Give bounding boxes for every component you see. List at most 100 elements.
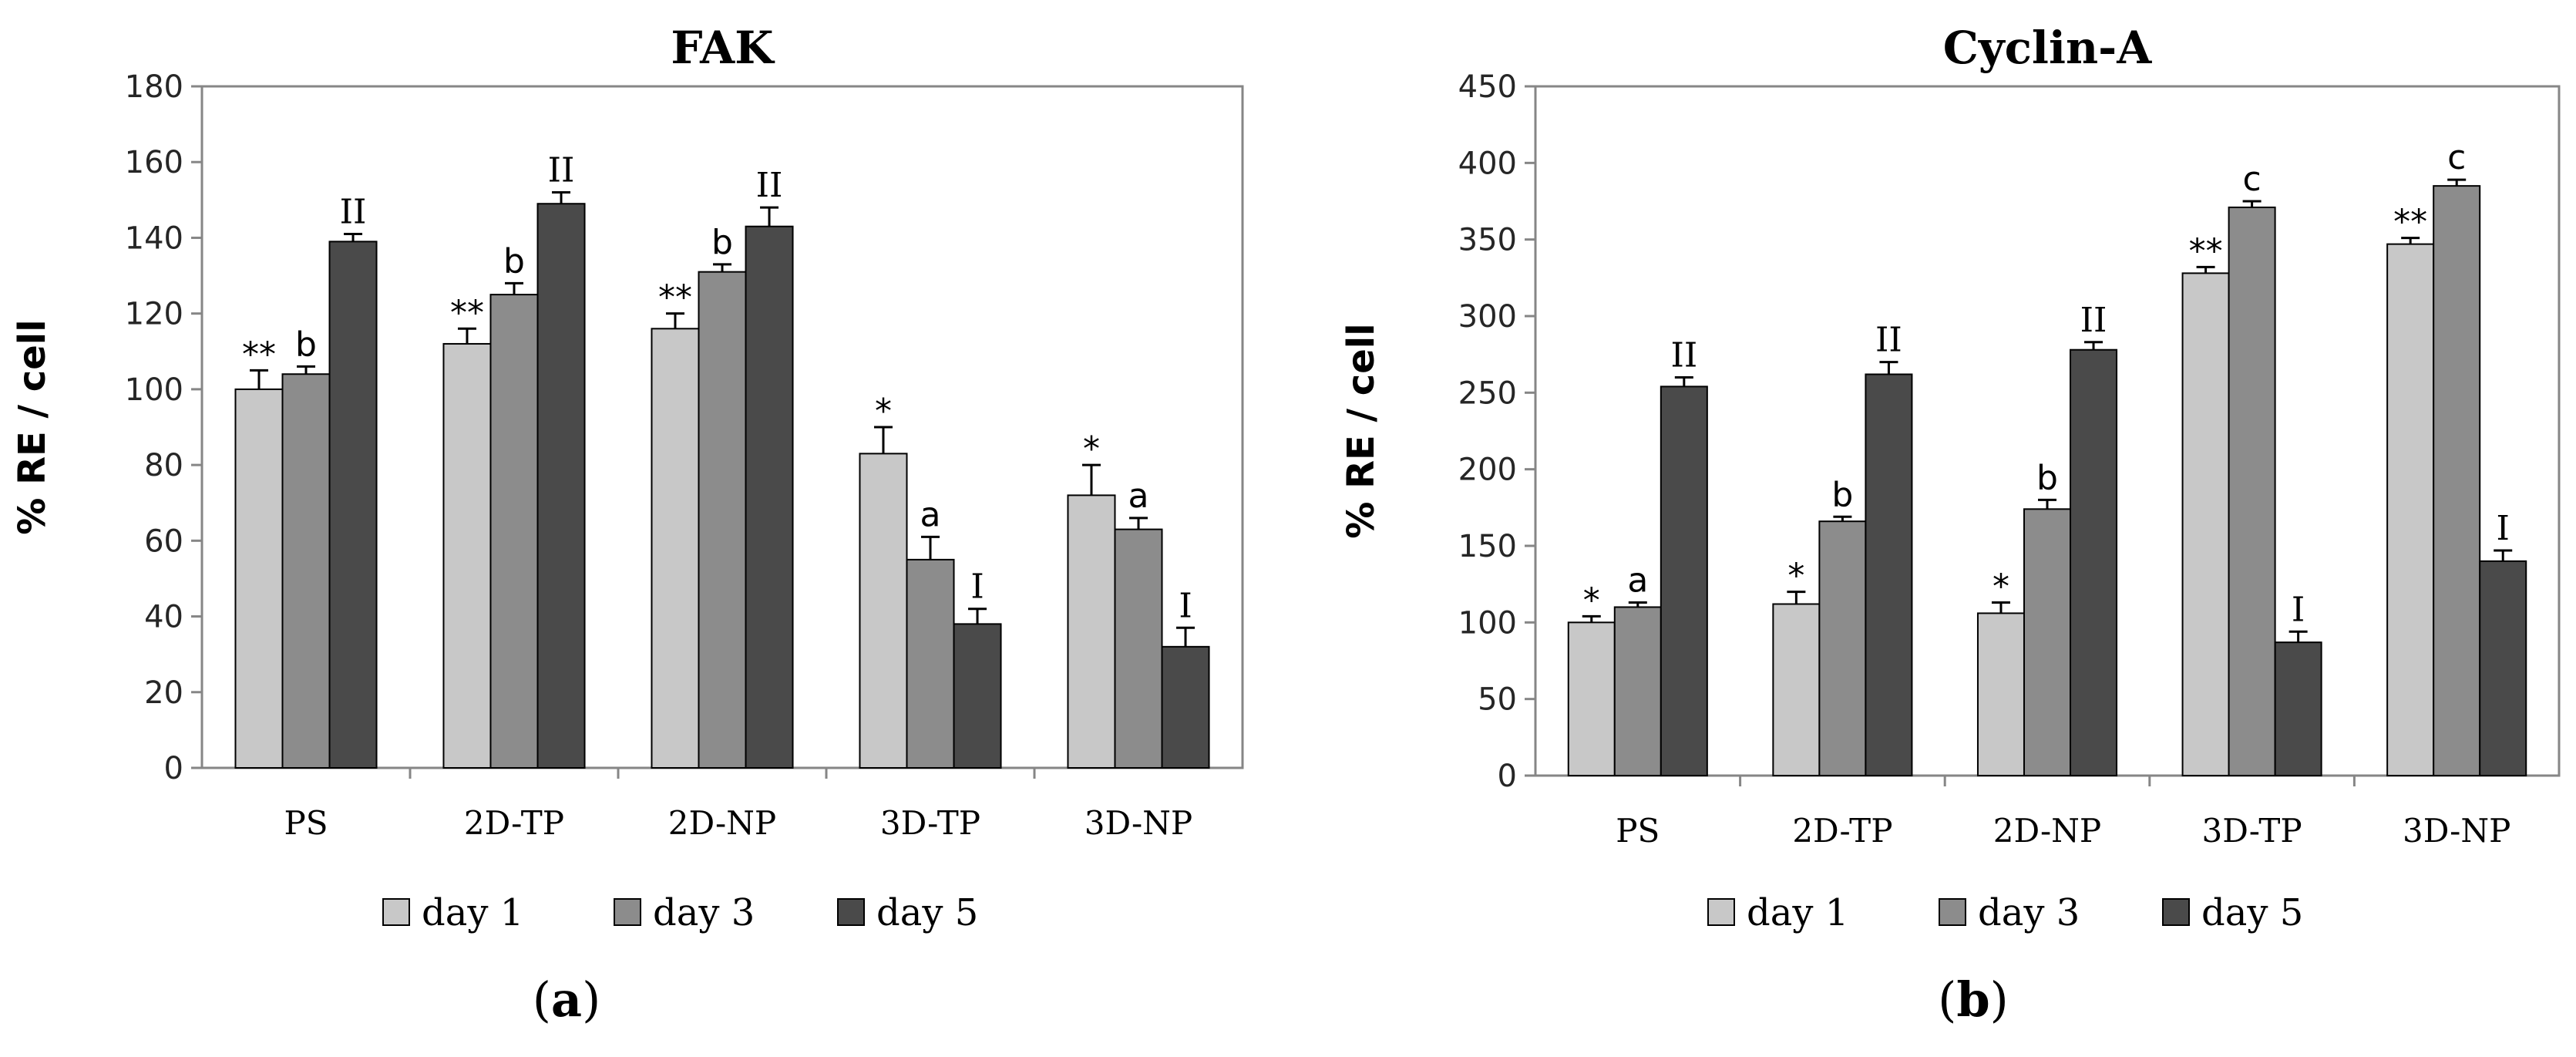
legend-swatch-day3 xyxy=(614,898,641,926)
y-tick-label: 0 xyxy=(164,751,183,786)
significance-label: II xyxy=(1875,321,1902,360)
bar-day3-2d-tp xyxy=(1818,520,1867,776)
chart-0: FAK % RE / cell 0 20 40 60 80 100 120 140 160 180 PS… xyxy=(11,22,1244,1028)
y-tick-label: 120 xyxy=(125,297,183,332)
panel-letter: a xyxy=(551,971,582,1028)
y-tick-label: 40 xyxy=(144,600,183,635)
bar-day5-ps xyxy=(1660,385,1708,776)
bar-day5-3d-tp xyxy=(2274,641,2322,776)
x-tick-label: 3D-NP xyxy=(2403,812,2510,850)
y-tick-label: 140 xyxy=(125,220,183,256)
significance-label: ** xyxy=(2189,231,2223,271)
significance-label: I xyxy=(2497,509,2510,548)
bar-day3-2d-np xyxy=(698,271,747,769)
bar-day5-3d-np xyxy=(1161,645,1210,769)
x-tick-label: 2D-NP xyxy=(1993,812,2101,850)
bar-day1-3d-np xyxy=(2386,243,2435,777)
y-tick-label: 100 xyxy=(1458,605,1517,641)
legend-swatch-day3 xyxy=(1939,898,1966,926)
legend: day 1 day 3 day 5 xyxy=(1707,891,2303,934)
y-tick-label: 450 xyxy=(1458,69,1517,105)
y-tick-label: 300 xyxy=(1458,299,1517,335)
y-tick-label: 80 xyxy=(144,448,183,483)
chart-title: FAK xyxy=(671,22,775,74)
x-tick-label: PS xyxy=(284,804,328,842)
chart-1: Cyclin-A % RE / cell 0 50 100 150 200 250 300 350… xyxy=(1340,22,2561,1028)
bar-day3-2d-np xyxy=(2023,508,2072,776)
x-tick-label: 3D-NP xyxy=(1085,804,1192,842)
bar-day3-3d-np xyxy=(1114,528,1163,769)
significance-label: b xyxy=(1831,475,1853,514)
significance-label: I xyxy=(2292,590,2305,629)
y-tick-label: 400 xyxy=(1458,146,1517,181)
bar-day5-2d-tp xyxy=(1865,373,1913,776)
bar-day1-2d-np xyxy=(651,328,700,769)
bar-day1-2d-tp xyxy=(1772,603,1821,777)
y-tick-label: 150 xyxy=(1458,529,1517,564)
y-tick-label: 20 xyxy=(144,675,183,711)
significance-label: a xyxy=(1128,476,1149,516)
significance-label: ** xyxy=(450,293,484,332)
legend-label-day1: day 1 xyxy=(1747,891,1848,934)
legend-label-day3: day 3 xyxy=(1978,891,2080,934)
legend-swatch-day1 xyxy=(1707,898,1735,926)
y-tick-label: 50 xyxy=(1478,682,1517,718)
significance-label: a xyxy=(920,495,941,534)
y-axis-label: % RE / cell xyxy=(1340,323,1383,538)
significance-label: * xyxy=(1993,567,2009,607)
legend-label-day1: day 1 xyxy=(422,891,523,934)
y-tick-label: 160 xyxy=(125,145,183,180)
y-axis-label: % RE / cell xyxy=(11,319,54,534)
panel-label: (b) xyxy=(1938,971,2009,1028)
x-tick-label: 3D-TP xyxy=(2202,812,2302,850)
significance-label: ** xyxy=(2393,203,2427,242)
significance-label: II xyxy=(756,166,783,205)
y-tick-label: 200 xyxy=(1458,453,1517,488)
significance-label: II xyxy=(1670,335,1697,375)
legend-label-day5: day 5 xyxy=(2201,891,2303,934)
x-tick-label: PS xyxy=(1616,812,1660,850)
bar-day5-3d-tp xyxy=(953,623,1002,769)
significance-label: c xyxy=(2242,160,2261,199)
y-tick-label: 100 xyxy=(125,372,183,408)
significance-label: * xyxy=(1787,557,1804,596)
significance-label: II xyxy=(2080,301,2107,340)
bar-day5-3d-np xyxy=(2479,560,2527,776)
bar-day1-ps xyxy=(234,388,284,769)
legend-swatch-day5 xyxy=(2162,898,2190,926)
significance-label: I xyxy=(970,567,984,607)
significance-label: b xyxy=(295,325,317,364)
panel-label: (a) xyxy=(533,971,601,1028)
bar-day3-ps xyxy=(1613,606,1662,777)
significance-label: ** xyxy=(242,335,276,374)
significance-label: b xyxy=(503,241,525,281)
significance-label: c xyxy=(2447,138,2466,177)
chart-title: Cyclin-A xyxy=(1943,22,2152,74)
bar-day3-2d-tp xyxy=(489,294,539,769)
bar-day3-3d-tp xyxy=(2228,206,2276,776)
bar-day1-3d-tp xyxy=(2181,272,2230,776)
significance-label: * xyxy=(1083,429,1100,469)
bar-day1-3d-tp xyxy=(859,453,908,769)
significance-label: II xyxy=(548,151,575,190)
legend-swatch-day1 xyxy=(382,898,410,926)
y-tick-label: 0 xyxy=(1498,759,1517,794)
bar-day1-ps xyxy=(1567,621,1616,776)
x-tick-label: 3D-TP xyxy=(880,804,980,842)
significance-label: I xyxy=(1179,586,1192,625)
significance-label: ** xyxy=(658,278,692,318)
significance-label: * xyxy=(1583,581,1600,620)
significance-label: b xyxy=(711,223,733,262)
panel-letter: b xyxy=(1956,971,1989,1028)
y-tick-label: 350 xyxy=(1458,223,1517,258)
bar-day5-ps xyxy=(328,241,378,769)
significance-label: * xyxy=(875,392,892,431)
bar-day3-3d-tp xyxy=(906,558,955,769)
bar-day3-3d-np xyxy=(2433,185,2481,776)
significance-label: a xyxy=(1627,561,1648,601)
y-tick-label: 250 xyxy=(1458,375,1517,411)
significance-label: b xyxy=(2036,458,2058,497)
legend: day 1 day 3 day 5 xyxy=(382,891,978,934)
bar-day1-2d-tp xyxy=(442,342,492,769)
